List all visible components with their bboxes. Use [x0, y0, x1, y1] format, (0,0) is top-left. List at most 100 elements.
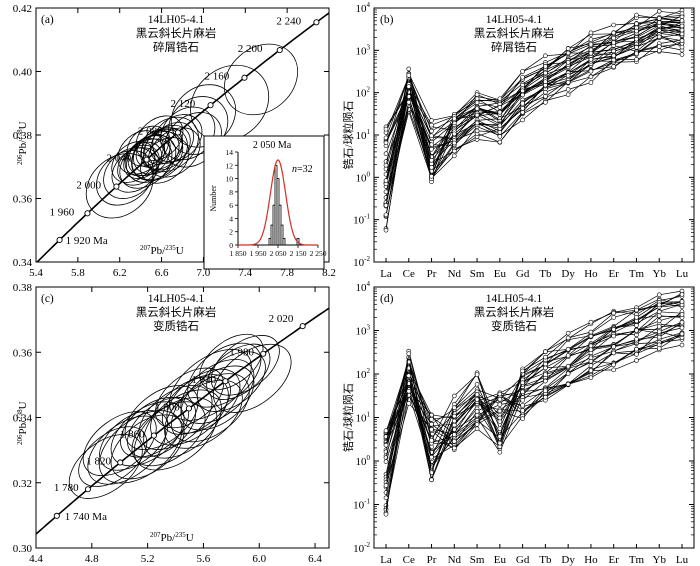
ree-data-point	[497, 402, 503, 407]
y-tick-label: 102	[356, 367, 371, 381]
y-axis-label: 206Pb/238U	[16, 121, 29, 165]
ree-data-point	[679, 23, 685, 29]
y-tick-label: 104	[356, 280, 371, 294]
ree-pattern-line	[385, 295, 683, 452]
panel-label: (a)	[41, 14, 54, 26]
ree-pattern-line	[385, 22, 683, 181]
concordia-age-label: 1 920 Ma	[66, 235, 108, 247]
y-tick-exponent: 0	[367, 454, 371, 462]
panel-title-line: 14LH05-4.1	[148, 293, 205, 305]
x-axis-label-mass2: 235	[175, 531, 186, 539]
inset-y-tick-label: 12	[226, 161, 234, 170]
plot-area	[383, 8, 685, 233]
y-tick-exponent: 3	[367, 43, 371, 51]
inset-n-symbol: n	[292, 164, 297, 175]
inset-y-tick-label: 6	[229, 201, 233, 210]
inset-histogram: 1 850 1 950 2 050 2 150 2 250 0 2 4 6 8 10 12 14 2 05…	[203, 135, 327, 270]
ree-data-point	[520, 69, 525, 74]
ree-data-point	[679, 342, 685, 348]
ree-data-point	[543, 354, 548, 360]
ree-data-point	[656, 313, 662, 319]
y-tick-exponent: 1	[367, 411, 371, 419]
ree-data-point	[565, 346, 571, 352]
ree-data-point	[383, 151, 389, 156]
y-tick-label: 0.42	[13, 3, 32, 15]
concordia-age-label: 1 740 Ma	[65, 511, 107, 523]
ree-data-point	[474, 372, 480, 377]
ree-element-label: Nd	[448, 554, 462, 566]
ree-data-point	[429, 133, 434, 139]
ree-data-point	[452, 432, 457, 437]
ree-element-label: Lu	[676, 554, 689, 566]
y-tick-exponent: -2	[364, 541, 370, 549]
ree-pattern-line	[385, 34, 683, 216]
ree-data-point	[520, 408, 525, 413]
ree-data-point	[565, 92, 571, 97]
ree-data-point	[520, 416, 525, 421]
ree-data-point	[406, 73, 412, 78]
y-tick-label: 10-2	[353, 541, 370, 555]
ree-data-point	[383, 126, 389, 132]
ree-pattern-line	[385, 316, 682, 434]
ree-data-point	[520, 101, 525, 106]
ree-pattern-line	[385, 18, 683, 206]
inset-x-tick-label: 2 250	[310, 249, 327, 258]
ree-element-label: La	[380, 554, 392, 566]
ree-data-point	[611, 22, 616, 28]
ree-data-point	[520, 109, 525, 115]
ree-data-point	[588, 358, 594, 364]
ree-data-point	[611, 350, 616, 356]
y-tick-label: 0.34	[13, 257, 33, 269]
ree-data-point	[656, 20, 662, 25]
ree-data-point	[429, 417, 434, 422]
analysis-ellipse	[96, 150, 154, 206]
ree-element-label: Ce	[403, 268, 415, 280]
ree-data-point	[565, 335, 571, 341]
y-axis-label-tail: U	[17, 121, 29, 129]
ree-data-point	[611, 315, 616, 320]
ree-element-label: Sm	[470, 554, 485, 566]
inset-y-tick-label: 0	[229, 241, 233, 250]
ree-data-point	[452, 116, 457, 121]
ree-data-point	[679, 292, 685, 297]
ree-data-point	[656, 329, 662, 334]
ree-element-label: Er	[608, 554, 619, 566]
y-tick-label: 10-1	[353, 498, 370, 512]
y-tick-label: 0.36	[13, 194, 33, 206]
ree-data-point	[520, 389, 525, 395]
ree-pattern-line	[385, 321, 683, 453]
ree-data-point	[611, 53, 616, 58]
ree-data-point	[497, 408, 503, 414]
concordia-age-marker	[143, 156, 150, 163]
ree-pattern-line	[385, 302, 683, 481]
ree-data-point	[565, 60, 571, 65]
ree-data-point	[406, 84, 412, 89]
concordia-age-marker	[241, 74, 248, 81]
ree-data-point	[679, 319, 685, 325]
analysis-ellipse	[120, 397, 190, 458]
panel-title-line: 碎屑锆石	[153, 40, 199, 54]
ree-element-label: Eu	[494, 554, 507, 566]
y-tick-base: 10	[356, 130, 368, 142]
ree-data-point	[452, 131, 457, 137]
analysis-ellipse	[190, 64, 270, 142]
ree-data-point	[588, 363, 594, 368]
ree-data-point	[543, 79, 548, 85]
ree-data-point	[383, 140, 389, 146]
ree-pattern-line	[385, 301, 683, 459]
y-axis-label: 锆石/球粒陨石	[341, 383, 355, 452]
ree-data-point	[474, 422, 480, 427]
ree-data-point	[520, 74, 525, 80]
ree-data-point	[520, 88, 525, 94]
ree-data-point	[497, 96, 503, 102]
ree-data-point	[406, 66, 412, 72]
x-tick-label: 4.4	[29, 553, 43, 565]
concordia-age-marker	[56, 236, 63, 243]
y-tick-label: 0.40	[13, 67, 33, 79]
ree-data-point	[611, 327, 616, 332]
ree-data-point	[383, 511, 389, 517]
y-tick-exponent: -1	[364, 213, 370, 221]
ree-element-label: Ho	[584, 268, 598, 280]
